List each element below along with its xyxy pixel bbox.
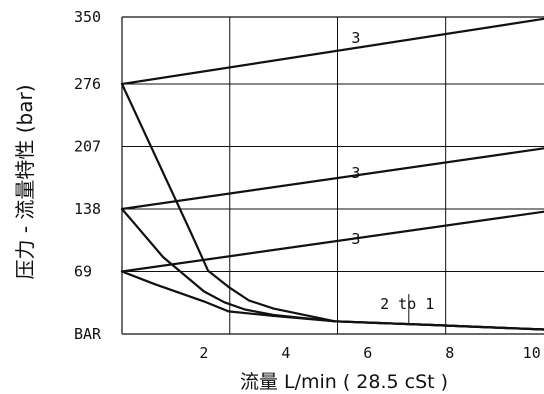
curves bbox=[120, 17, 544, 331]
annotation-2: 3 bbox=[351, 230, 360, 248]
x-axis-title: 流量 L/min ( 28.5 cSt ) bbox=[240, 371, 448, 393]
annotations: 3 3 3 2 to 1 bbox=[351, 29, 434, 325]
grid bbox=[122, 17, 544, 334]
annotation-3: 2 to 1 bbox=[380, 295, 434, 313]
series-line-0 bbox=[120, 17, 544, 86]
y-tick-label-2: 207 bbox=[74, 138, 101, 156]
series-line-5 bbox=[120, 270, 544, 331]
x-tick-label-4: 10 bbox=[523, 344, 541, 362]
tick-labels: 69 138 207 276 350 BAR 2 4 6 8 10 bbox=[74, 8, 541, 362]
y-tick-label-0: 69 bbox=[74, 263, 92, 281]
series-line-2 bbox=[120, 210, 544, 273]
annotation-1: 3 bbox=[351, 164, 360, 182]
series-line-3 bbox=[120, 82, 544, 331]
annotation-0: 3 bbox=[351, 29, 360, 47]
x-tick-label-3: 8 bbox=[445, 344, 454, 362]
y-axis-title: 压力 - 流量特性 (bar) bbox=[13, 84, 37, 279]
y-tick-label-3: 276 bbox=[74, 75, 101, 93]
series-line-4 bbox=[120, 207, 544, 331]
y-origin-label: BAR bbox=[74, 325, 102, 343]
series-line-1 bbox=[120, 147, 544, 211]
x-tick-label-2: 6 bbox=[363, 344, 372, 362]
y-tick-label-4: 350 bbox=[74, 8, 101, 26]
plot-frame bbox=[121, 16, 544, 335]
x-tick-label-0: 2 bbox=[199, 344, 208, 362]
x-tick-label-1: 4 bbox=[281, 344, 290, 362]
y-tick-label-1: 138 bbox=[74, 200, 101, 218]
